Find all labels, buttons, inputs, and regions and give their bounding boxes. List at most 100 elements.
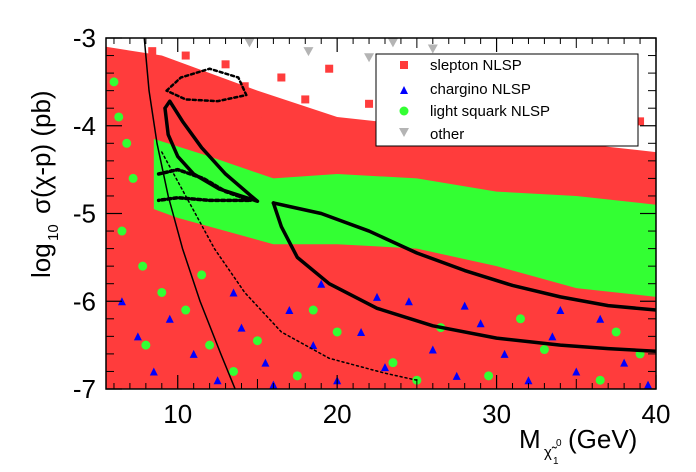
curve-right-contour-lower [271, 201, 656, 354]
point-slepton-nlsp [221, 60, 230, 69]
point-slepton-nlsp [341, 130, 350, 139]
curve-dotted-contour-thick [156, 167, 253, 203]
point-chargino-nlsp [644, 380, 653, 389]
point-chargino-nlsp [165, 314, 174, 323]
point-chargino-nlsp [189, 349, 198, 358]
point-chargino-nlsp [452, 371, 461, 380]
curve-dotted-contour-upper [165, 67, 248, 103]
point-other [303, 47, 314, 57]
region-layer [106, 46, 656, 389]
point-chargino-nlsp [237, 323, 246, 332]
point-slepton-nlsp [325, 64, 334, 73]
point-light-squark-nlsp [205, 340, 215, 350]
point-slepton-nlsp [261, 117, 270, 126]
point-light-squark-nlsp [117, 226, 127, 236]
curve-left-limit-thin-solid [143, 38, 236, 389]
x-tick-label: 30 [482, 399, 511, 429]
point-slepton-nlsp [240, 82, 249, 91]
point-chargino-nlsp [133, 332, 142, 341]
point-slepton-nlsp [380, 148, 389, 157]
point-light-squark-nlsp [128, 173, 138, 183]
point-slepton-nlsp [127, 86, 136, 95]
point-chargino-nlsp [149, 367, 158, 376]
point-chargino-nlsp [317, 279, 326, 288]
point-slepton-nlsp [492, 143, 501, 152]
point-slepton-nlsp [148, 47, 157, 56]
point-chargino-nlsp [373, 292, 382, 301]
point-light-squark-nlsp [141, 340, 151, 350]
point-chargino-nlsp [285, 306, 294, 315]
point-other [364, 53, 375, 63]
point-chargino-nlsp [404, 297, 413, 306]
point-slepton-nlsp [444, 152, 453, 161]
point-light-squark-nlsp [197, 270, 207, 280]
point-light-squark-nlsp [157, 287, 167, 297]
legend-marker-chargino [400, 86, 408, 94]
point-light-squark-nlsp [229, 366, 239, 376]
point-chargino-nlsp [596, 314, 605, 323]
y-tick-label: -4 [73, 111, 96, 141]
point-chargino-nlsp [309, 341, 318, 350]
point-light-squark-nlsp [332, 327, 342, 337]
point-light-squark-nlsp [292, 371, 302, 381]
y-tick-label: -6 [73, 286, 96, 316]
legend-label-light-squark: light squark NLSP [430, 103, 550, 120]
point-chargino-nlsp [548, 332, 557, 341]
point-chargino-nlsp [620, 358, 629, 367]
legend-marker-light-squark [399, 106, 409, 116]
x-axis-title-sub-index: 1 [553, 456, 559, 467]
point-other [427, 44, 438, 54]
x-tick-label: 20 [323, 399, 352, 429]
point-slepton-nlsp [628, 165, 637, 174]
point-light-squark-nlsp [595, 375, 605, 385]
y-tick-label: -7 [73, 374, 96, 404]
point-chargino-nlsp [460, 301, 469, 310]
point-chargino-nlsp [213, 376, 222, 385]
curve-layer [143, 38, 656, 389]
point-chargino-nlsp [380, 363, 389, 372]
point-light-squark-nlsp [114, 112, 124, 122]
point-chargino-nlsp [261, 358, 270, 367]
point-chargino-nlsp [524, 376, 533, 385]
x-tick-label: 10 [163, 399, 192, 429]
point-chargino-nlsp [556, 306, 565, 315]
y-axis-title-rest: σ(χ-p) (pb) [26, 90, 56, 214]
point-slepton-nlsp [277, 73, 286, 82]
point-light-squark-nlsp [308, 305, 318, 315]
point-light-squark-nlsp [122, 138, 132, 148]
point-slepton-nlsp [301, 95, 310, 104]
point-light-squark-nlsp [181, 305, 191, 315]
point-chargino-nlsp [476, 319, 485, 328]
point-other [244, 38, 255, 48]
point-slepton-nlsp [588, 152, 597, 161]
point-light-squark-nlsp [484, 371, 494, 381]
point-slepton-nlsp [213, 112, 222, 121]
y-tick-label: -3 [73, 23, 96, 53]
point-light-squark-nlsp [539, 345, 549, 355]
point-chargino-nlsp [572, 367, 581, 376]
x-axis-title-sup-index: 0 [556, 438, 562, 449]
point-light-squark-nlsp [109, 77, 119, 87]
y-tick-label: -5 [73, 199, 96, 229]
point-light-squark-nlsp [515, 314, 525, 324]
legend-marker-other [399, 128, 409, 137]
point-chargino-nlsp [229, 288, 238, 297]
y-axis-title-log: log [26, 243, 56, 278]
tick-layer: 10 20 30 40 -7 -6 -5 -4 -3 [73, 23, 671, 429]
curve-right-contour-upper [271, 201, 656, 312]
y-axis-title: log 10 σ(χ-p) (pb) [26, 90, 62, 278]
x-axis-title-unit: (GeV) [568, 424, 637, 454]
point-chargino-nlsp [357, 327, 366, 336]
x-tick-label: 40 [642, 399, 671, 429]
point-chargino-nlsp [500, 349, 509, 358]
point-slepton-nlsp [365, 99, 374, 108]
curve-thin-dotted-limit [161, 151, 418, 381]
density-region-1 [153, 138, 656, 297]
point-light-squark-nlsp [388, 358, 398, 368]
point-slepton-nlsp [293, 126, 302, 135]
curve-upper-contour-solid [163, 99, 260, 203]
point-slepton-nlsp [113, 60, 122, 69]
point-slepton-nlsp [540, 156, 549, 165]
point-slepton-nlsp [181, 51, 190, 60]
